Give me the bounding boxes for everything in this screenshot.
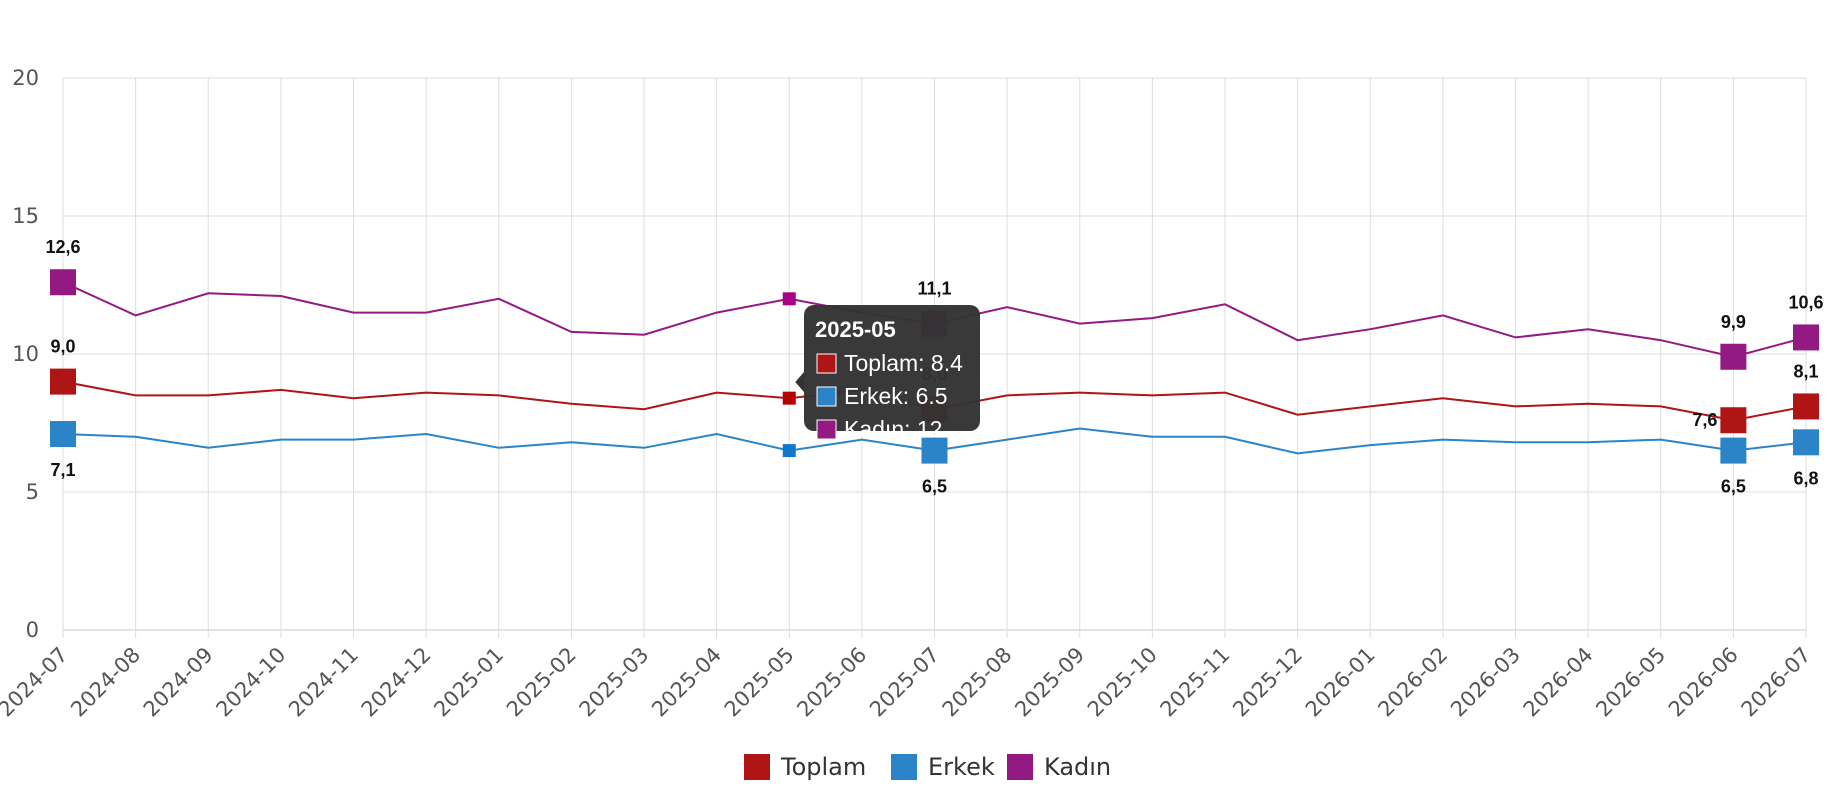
legend-swatch bbox=[744, 754, 770, 780]
y-axis: 0 5 10 15 20 bbox=[12, 66, 39, 642]
data-point-toplam[interactable] bbox=[50, 368, 76, 395]
legend-item-kadın[interactable]: Kadın bbox=[1007, 753, 1111, 781]
data-point-toplam[interactable] bbox=[1793, 393, 1819, 420]
data-point-erkek[interactable] bbox=[50, 421, 76, 448]
x-tick-label: 2025-12 bbox=[1228, 643, 1307, 722]
data-label-kadın: 12,6 bbox=[45, 237, 80, 257]
y-tick-label: 5 bbox=[26, 480, 39, 504]
x-tick-label: 2025-03 bbox=[575, 643, 654, 722]
tooltip-row: Kadın: 12 bbox=[844, 416, 942, 442]
x-tick-label: 2025-01 bbox=[429, 643, 508, 722]
data-label-erkek: 6,5 bbox=[1721, 477, 1746, 497]
data-label-erkek: 6,8 bbox=[1793, 468, 1818, 488]
data-point-erkek[interactable] bbox=[921, 437, 948, 464]
x-tick-label: 2026-04 bbox=[1519, 643, 1598, 722]
x-tick-label: 2024-10 bbox=[211, 643, 290, 722]
x-tick-label: 2025-07 bbox=[865, 643, 944, 722]
x-tick-label: 2025-02 bbox=[502, 643, 581, 722]
data-label-erkek: 6,5 bbox=[922, 477, 947, 497]
data-label-toplam: 8,1 bbox=[1793, 361, 1818, 381]
x-tick-label: 2026-01 bbox=[1301, 643, 1380, 722]
x-axis: 2024-072024-082024-092024-102024-112024-… bbox=[0, 643, 1816, 722]
x-tick-label: 2026-07 bbox=[1737, 643, 1816, 722]
data-point-erkek[interactable] bbox=[1793, 429, 1819, 456]
x-tick-label: 2025-09 bbox=[1010, 643, 1089, 722]
legend-item-toplam[interactable]: Toplam bbox=[744, 753, 866, 781]
x-tick-label: 2026-06 bbox=[1664, 643, 1743, 722]
data-point-toplam[interactable] bbox=[1720, 407, 1747, 434]
tooltip-title: 2025-05 bbox=[815, 317, 896, 342]
data-label-kadın: 11,1 bbox=[917, 279, 951, 299]
x-tick-label: 2024-12 bbox=[357, 643, 436, 722]
y-tick-label: 0 bbox=[26, 618, 39, 642]
y-tick-label: 20 bbox=[12, 66, 39, 90]
hover-point-kadın[interactable] bbox=[782, 292, 796, 306]
data-point-kadın[interactable] bbox=[1793, 324, 1819, 351]
x-tick-label: 2026-03 bbox=[1446, 643, 1525, 722]
tooltip-arrow bbox=[795, 372, 804, 392]
data-label-toplam: 9,0 bbox=[50, 337, 75, 357]
x-tick-label: 2024-07 bbox=[0, 643, 73, 722]
y-tick-label: 10 bbox=[12, 342, 39, 366]
tooltip-swatch bbox=[816, 386, 837, 407]
tooltip: 2025-05 Toplam: 8.4 Erkek: 6.5 Kadın: 12 bbox=[795, 305, 980, 442]
data-point-kadın[interactable] bbox=[1720, 343, 1747, 370]
x-tick-label: 2024-11 bbox=[284, 643, 363, 722]
x-tick-label: 2025-04 bbox=[647, 643, 726, 722]
legend-label: Kadın bbox=[1044, 753, 1111, 781]
x-tick-label: 2025-08 bbox=[938, 643, 1017, 722]
legend-item-erkek[interactable]: Erkek bbox=[891, 753, 995, 781]
data-label-kadın: 10,6 bbox=[1788, 292, 1823, 312]
hover-point-toplam[interactable] bbox=[782, 391, 796, 405]
data-label-kadın: 9,9 bbox=[1721, 312, 1746, 332]
x-tick-label: 2024-08 bbox=[66, 643, 145, 722]
x-tick-label: 2026-05 bbox=[1591, 643, 1670, 722]
x-tick-label: 2025-06 bbox=[792, 643, 871, 722]
legend-label: Toplam bbox=[780, 753, 866, 781]
x-tick-label: 2025-11 bbox=[1156, 643, 1235, 722]
legend-label: Erkek bbox=[928, 753, 995, 781]
tooltip-swatch bbox=[816, 419, 837, 440]
tooltip-row: Erkek: 6.5 bbox=[844, 383, 948, 409]
x-tick-label: 2024-09 bbox=[139, 643, 218, 722]
data-point-kadın[interactable] bbox=[50, 269, 76, 296]
x-tick-label: 2026-02 bbox=[1373, 643, 1452, 722]
y-tick-label: 15 bbox=[12, 204, 39, 228]
hover-point-erkek[interactable] bbox=[782, 444, 796, 458]
tooltip-swatch bbox=[816, 353, 837, 374]
data-point-erkek[interactable] bbox=[1720, 437, 1747, 464]
x-tick-label: 2025-05 bbox=[720, 643, 799, 722]
legend-swatch bbox=[891, 754, 917, 780]
legend[interactable]: Toplam Erkek Kadın bbox=[744, 753, 1111, 781]
data-label-toplam: 7,6 bbox=[1692, 410, 1717, 430]
data-label-erkek: 7,1 bbox=[50, 460, 75, 480]
x-tick-label: 2025-10 bbox=[1083, 643, 1162, 722]
tooltip-box bbox=[804, 305, 980, 431]
tooltip-row: Toplam: 8.4 bbox=[844, 350, 963, 376]
legend-swatch bbox=[1007, 754, 1033, 780]
